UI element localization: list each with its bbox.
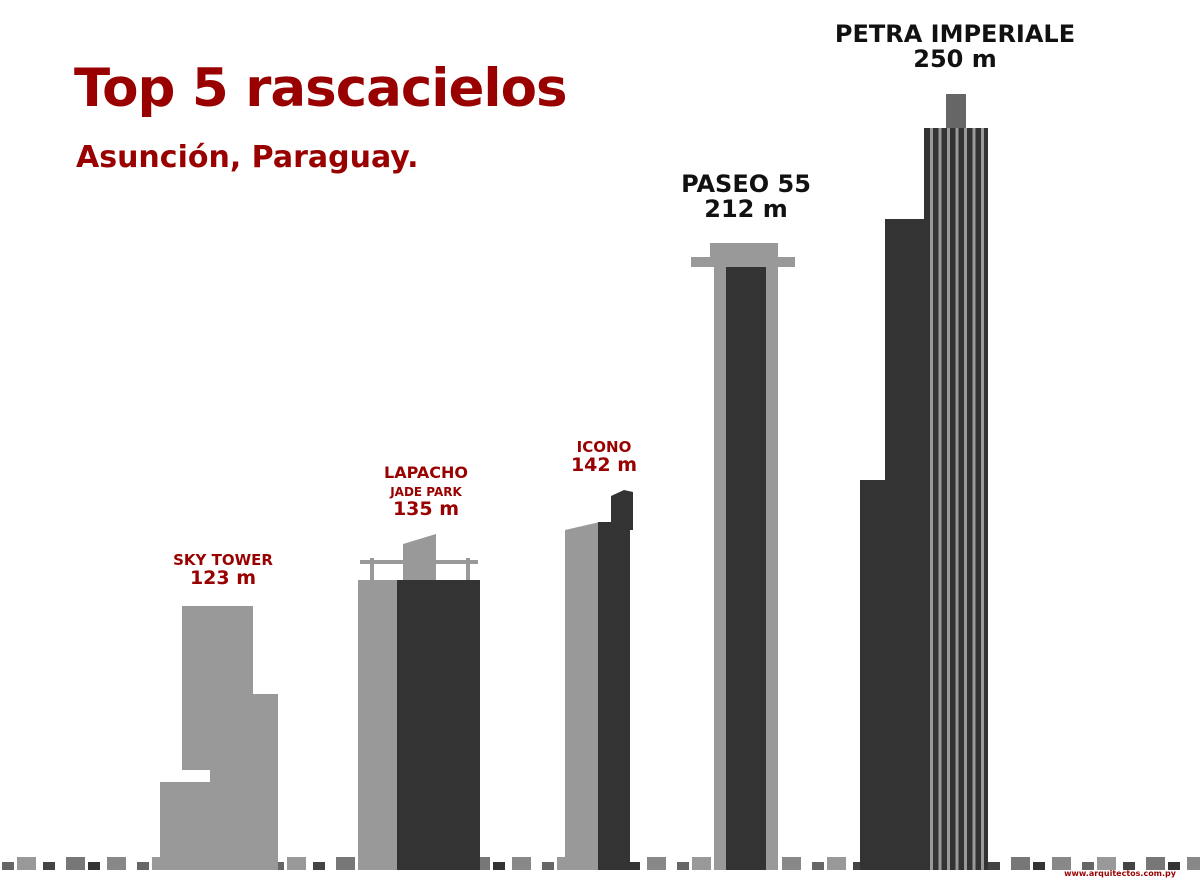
skyline-block <box>1033 862 1045 870</box>
skyline-block <box>1123 862 1135 870</box>
skyline-block <box>1082 862 1094 870</box>
petra-stripe <box>938 128 942 870</box>
petra-spire <box>946 94 966 130</box>
label-icono-name: ICONO <box>576 438 632 456</box>
skyline-block <box>43 862 55 870</box>
petra-stripes <box>930 128 984 870</box>
skyline-block <box>1146 857 1165 870</box>
icono-dark-tower <box>598 490 633 870</box>
paseo-core <box>726 267 766 870</box>
skyline-block <box>812 862 824 870</box>
skyline-block <box>1011 857 1030 870</box>
paseo-top-plate <box>691 257 795 267</box>
skyline-block <box>1052 857 1071 870</box>
building-lapacho-jade-park <box>358 534 480 870</box>
page-subtitle: Asunción, Paraguay. <box>76 140 419 175</box>
skyline-block <box>988 862 1000 870</box>
lapacho-rail-right-post <box>466 558 470 580</box>
skyline-block <box>542 862 554 870</box>
skyline-block <box>692 857 711 870</box>
sky-tower-body <box>160 606 278 870</box>
petra-stripe <box>964 128 967 870</box>
label-sky-tower-name: SKY TOWER <box>173 551 273 569</box>
skyline-block <box>313 862 325 870</box>
skyline-block <box>107 857 126 870</box>
label-icono-height: 142 m <box>570 453 638 476</box>
skyline-block <box>827 857 846 870</box>
paseo-top-cap <box>710 243 778 257</box>
label-lapacho-name: LAPACHO <box>384 463 468 482</box>
skyline-block <box>2 862 14 870</box>
petra-stripe <box>972 128 976 870</box>
petra-stripe <box>981 128 984 870</box>
skyline-block <box>66 857 85 870</box>
petra-stripe <box>947 128 950 870</box>
building-petra-imperiale <box>860 94 988 870</box>
label-lapacho-sub: JADE PARK <box>390 484 462 499</box>
label-petra-imperiale: PETRA IMPERIALE 250 m <box>820 20 1090 74</box>
skyline-block <box>628 862 640 870</box>
label-paseo-55: PASEO 55 212 m <box>666 170 826 224</box>
label-paseo-55-name: PASEO 55 <box>681 170 811 198</box>
skyline-block <box>1187 857 1200 870</box>
skyline-block <box>287 857 306 870</box>
skyline-block <box>493 862 505 870</box>
label-icono: ICONO 142 m <box>544 438 664 476</box>
petra-stripe <box>955 128 959 870</box>
label-petra-imperiale-height: 250 m <box>913 45 997 74</box>
label-paseo-55-height: 212 m <box>704 195 788 224</box>
petra-left-mid <box>885 219 929 870</box>
skyline-block <box>17 857 36 870</box>
skyline-block <box>512 857 531 870</box>
lapacho-rail-left-post <box>370 558 374 580</box>
label-lapacho: LAPACHO JADE PARK 135 m <box>356 463 496 521</box>
skyline-block <box>1097 857 1116 870</box>
skyline-block <box>647 857 666 870</box>
skyline-block <box>88 862 100 870</box>
building-sky-tower <box>160 606 278 870</box>
label-petra-imperiale-name: PETRA IMPERIALE <box>834 20 1076 48</box>
skyline-block <box>853 862 865 870</box>
source-credit: www.arquitectos.com.py <box>1064 869 1176 878</box>
skyline-block <box>336 857 355 870</box>
lapacho-light-wing <box>358 580 400 870</box>
petra-stripe <box>930 128 933 870</box>
label-lapacho-height: 135 m <box>392 498 460 521</box>
building-paseo-55 <box>691 243 795 870</box>
icono-light-slab <box>565 522 600 870</box>
petra-left-low <box>860 480 888 870</box>
lapacho-crown <box>403 534 436 580</box>
lapacho-dark-tower <box>397 580 480 870</box>
building-icono <box>565 490 633 870</box>
skyline-block <box>782 857 801 870</box>
skyline-block <box>677 862 689 870</box>
skyline-block <box>137 862 149 870</box>
skyline-block <box>1168 862 1180 870</box>
label-sky-tower: SKY TOWER 123 m <box>160 551 286 589</box>
label-sky-tower-height: 123 m <box>189 566 257 589</box>
page-title: Top 5 rascacielos <box>74 58 568 119</box>
